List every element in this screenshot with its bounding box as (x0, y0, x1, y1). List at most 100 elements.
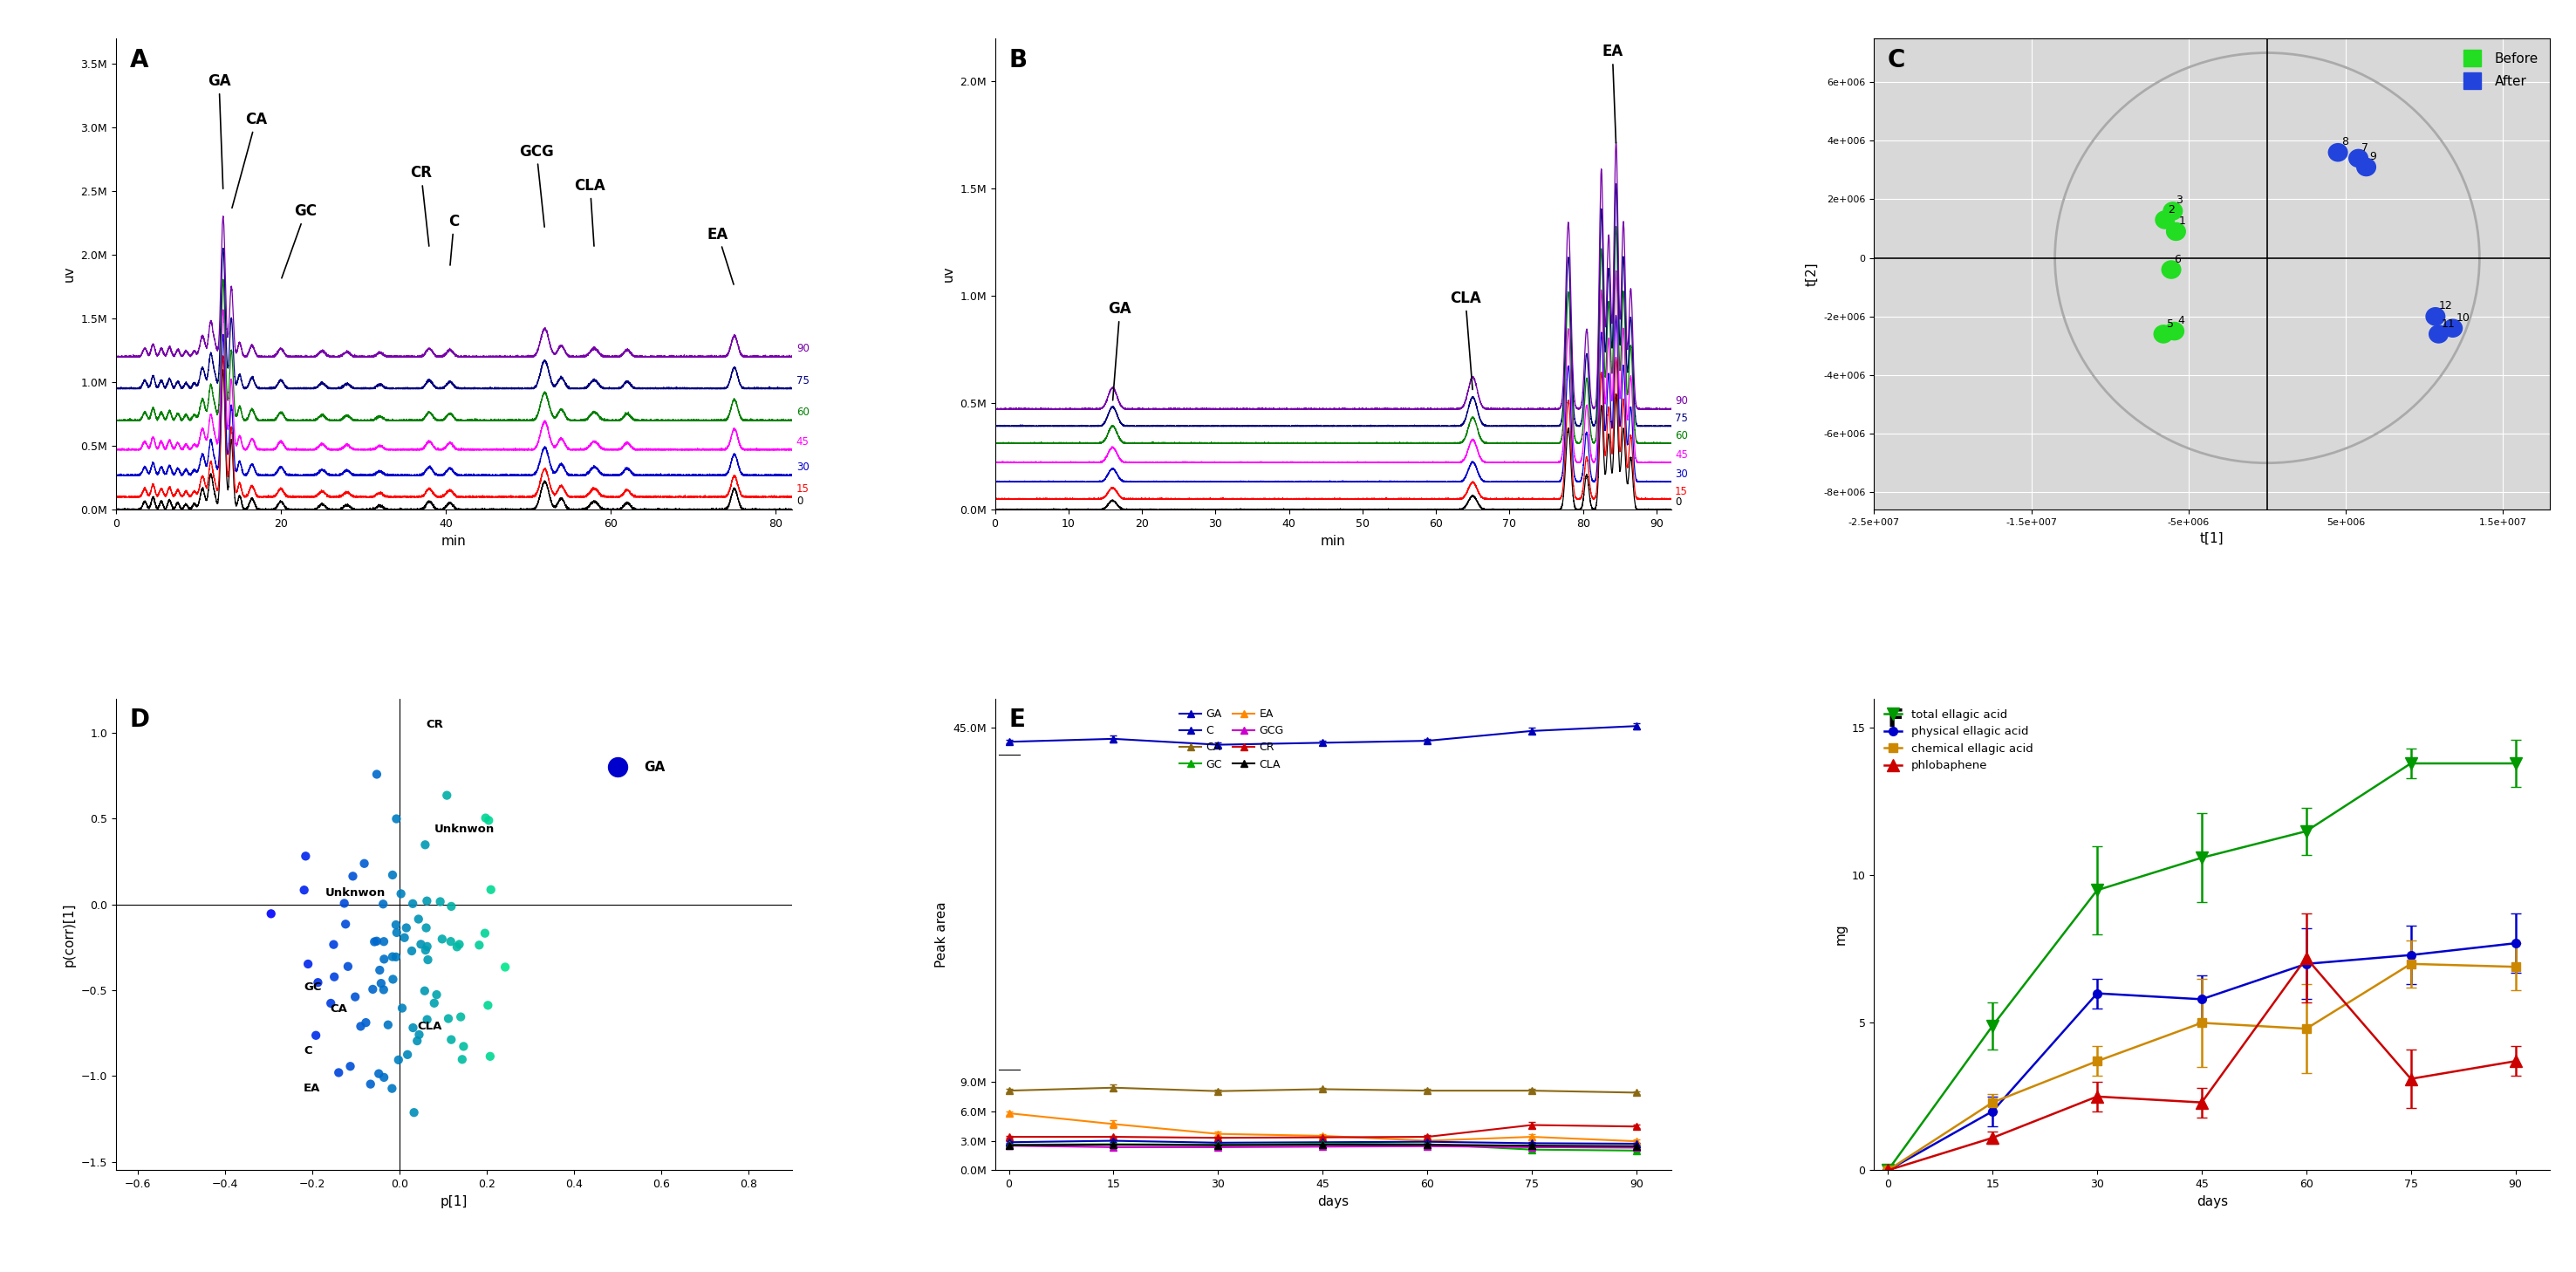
Point (379, 1049, 420, 1070)
Point (430, 897, 471, 917)
Point (466, 808, 507, 828)
Ellipse shape (2164, 322, 2184, 340)
X-axis label: p[1]: p[1] (440, 1194, 469, 1208)
Point (330, 1056, 371, 1076)
Y-axis label: t[2]: t[2] (1806, 262, 1819, 286)
Text: 75: 75 (796, 375, 809, 387)
Point (415, 985, 456, 1005)
Point (314, 935, 355, 955)
Point (443, 1037, 484, 1057)
Point (289, 954, 330, 974)
Point (466, 995, 507, 1015)
Text: GA: GA (209, 74, 232, 188)
Point (343, 854, 384, 874)
Text: 0: 0 (796, 496, 804, 508)
Text: EA: EA (708, 226, 734, 285)
Point (327, 957, 368, 977)
Point (353, 979, 394, 1000)
Point (399, 934, 440, 954)
Text: 30: 30 (1674, 468, 1687, 480)
Point (438, 934, 479, 954)
Point (428, 1009, 469, 1029)
X-axis label: days: days (2197, 1194, 2228, 1208)
Text: 12: 12 (2439, 300, 2452, 312)
Point (471, 879, 513, 899)
Y-axis label: mg: mg (1834, 923, 1847, 945)
Point (469, 1046, 510, 1066)
Text: CLA: CLA (574, 178, 605, 245)
Point (386, 1044, 428, 1065)
Text: CLA: CLA (417, 1021, 440, 1032)
Point (353, 931, 394, 951)
Text: B: B (1007, 47, 1028, 73)
Point (325, 893, 366, 913)
Text: EA: EA (304, 1082, 319, 1094)
Text: 60: 60 (796, 407, 809, 418)
Point (381, 884, 422, 904)
Point (355, 931, 397, 951)
Point (420, 892, 461, 912)
Point (286, 846, 327, 866)
Point (371, 1079, 412, 1099)
Y-axis label: uv: uv (943, 266, 956, 282)
Point (376, 922, 417, 943)
Point (422, 929, 464, 949)
Point (404, 834, 446, 855)
Point (325, 915, 366, 935)
Point (283, 880, 325, 901)
X-axis label: t[1]: t[1] (2200, 532, 2223, 544)
Point (392, 1018, 433, 1038)
Point (376, 946, 417, 967)
Point (314, 967, 355, 987)
Point (374, 969, 415, 990)
Point (384, 927, 425, 948)
Text: C: C (304, 1044, 312, 1056)
Point (368, 1015, 410, 1035)
Text: CA: CA (330, 1004, 348, 1015)
Text: A: A (129, 47, 149, 73)
Y-axis label: p(corr)[1]: p(corr)[1] (62, 902, 75, 967)
Ellipse shape (2427, 308, 2445, 326)
Text: GA: GA (1108, 301, 1131, 401)
Text: CA: CA (232, 112, 268, 207)
Point (397, 1030, 438, 1051)
Point (355, 764, 397, 785)
Point (407, 1010, 448, 1030)
Point (381, 999, 422, 1019)
Ellipse shape (2166, 223, 2184, 240)
Point (376, 915, 417, 935)
Text: 75: 75 (1674, 412, 1687, 424)
Text: 5: 5 (2166, 318, 2174, 329)
Text: 45: 45 (796, 436, 809, 448)
Text: 11: 11 (2442, 318, 2455, 329)
Text: F: F (1888, 709, 1904, 733)
Point (361, 973, 402, 993)
Point (317, 1062, 358, 1082)
Text: 7: 7 (2362, 142, 2367, 154)
Text: 2: 2 (2169, 204, 2174, 215)
Point (392, 941, 433, 962)
Point (440, 1049, 482, 1070)
Point (404, 940, 446, 960)
Legend: total ellagic acid, physical ellagic acid, chemical ellagic acid, phlobaphene: total ellagic acid, physical ellagic aci… (1880, 705, 2038, 776)
Point (250, 903, 291, 923)
Text: D: D (129, 709, 149, 733)
Point (335, 987, 376, 1007)
Text: Unknwon: Unknwon (435, 823, 495, 834)
Y-axis label: Peak area: Peak area (935, 902, 948, 968)
Text: C: C (448, 214, 459, 266)
Point (358, 1063, 399, 1084)
Point (415, 993, 456, 1014)
Ellipse shape (2156, 211, 2174, 229)
Point (363, 1067, 404, 1088)
Text: 1: 1 (2179, 215, 2187, 226)
Text: GCG: GCG (520, 144, 554, 226)
Point (404, 917, 446, 937)
Point (296, 1025, 337, 1046)
X-axis label: min: min (440, 534, 466, 548)
Point (340, 1016, 381, 1037)
Text: 6: 6 (2174, 253, 2182, 265)
Point (309, 993, 350, 1014)
Ellipse shape (2429, 326, 2447, 343)
Point (350, 1074, 392, 1094)
